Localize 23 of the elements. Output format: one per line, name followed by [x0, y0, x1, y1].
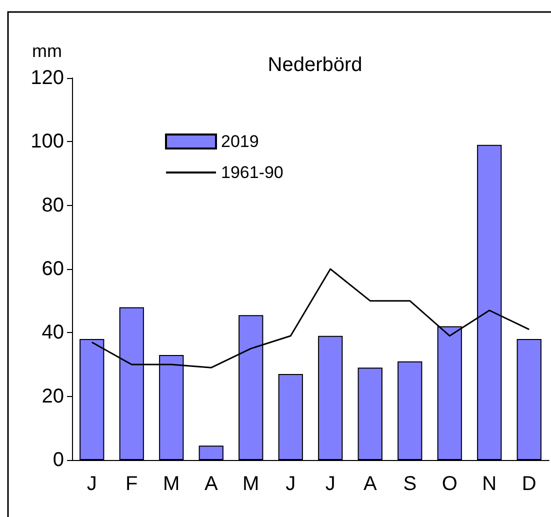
y-tick-label: 0 [52, 449, 64, 471]
chart-title: Nederbörd [268, 54, 362, 76]
y-tick-label: 60 [42, 258, 64, 280]
x-tick-label: A [363, 473, 378, 495]
y-tick-label: 100 [30, 130, 64, 153]
x-tick-label: A [204, 473, 218, 495]
x-tick-label: J [325, 473, 336, 495]
x-tick-label: D [522, 473, 536, 495]
x-tick-label: O [442, 473, 458, 495]
x-tick-label: M [163, 473, 180, 495]
x-tick-label: J [286, 473, 296, 495]
y-tick-label: 40 [42, 322, 64, 344]
x-tick-label: S [403, 473, 417, 495]
y-axis-title: mm [32, 41, 62, 61]
y-tick-label: 80 [42, 194, 64, 216]
y-tick-label: 120 [30, 67, 64, 89]
x-tick-label: M [242, 473, 260, 495]
x-tick-label: F [126, 473, 138, 495]
legend-label: 2019 [221, 132, 259, 151]
x-tick-label: N [482, 473, 497, 495]
y-tick-label: 20 [42, 385, 64, 408]
legend-label: 1961-90 [221, 163, 284, 182]
x-tick-label: J [86, 473, 97, 495]
